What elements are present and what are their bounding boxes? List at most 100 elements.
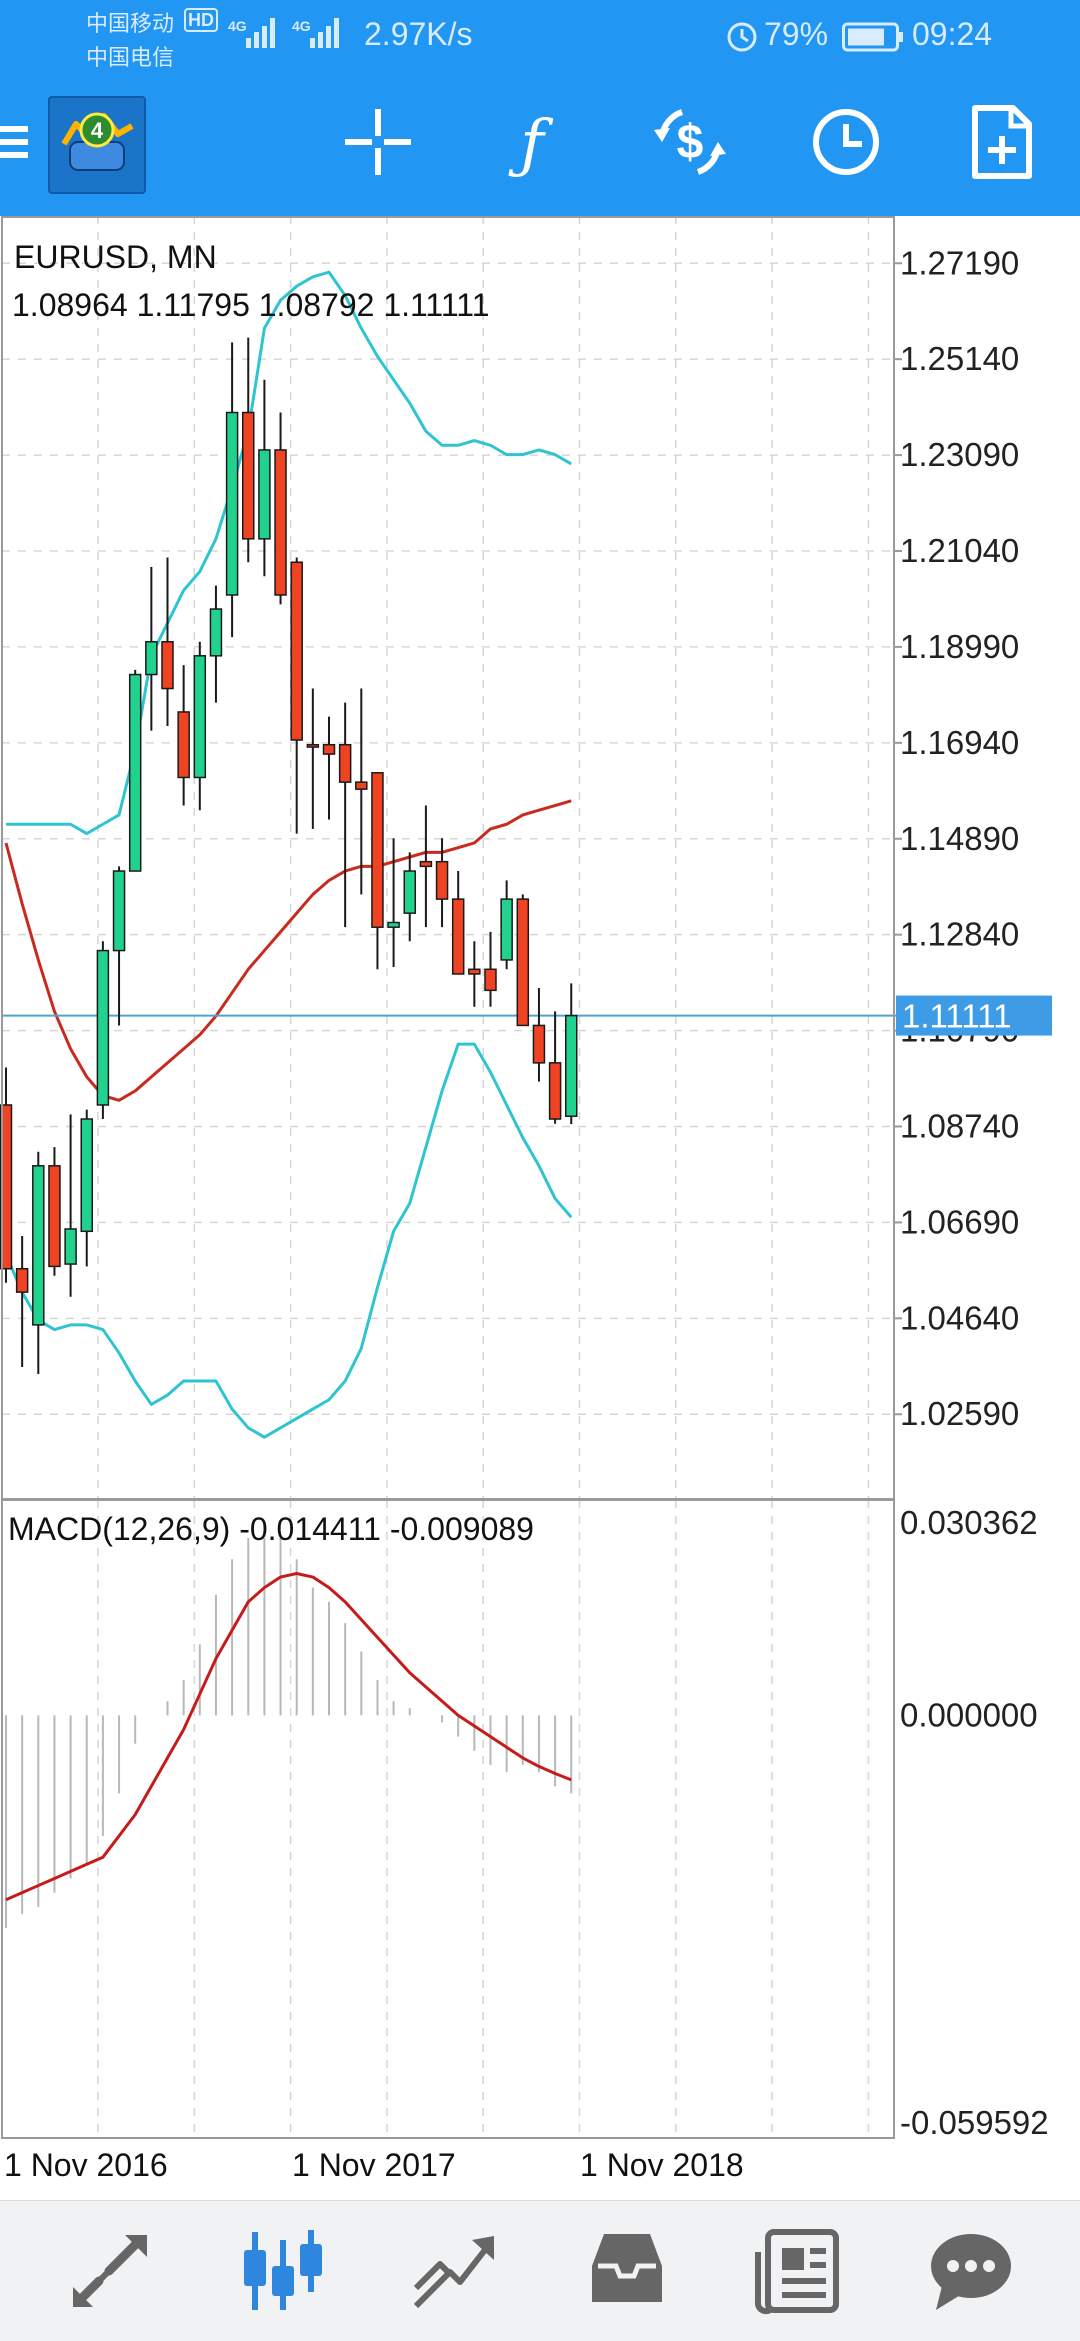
chart-symbol-title: EURUSD, MN bbox=[14, 239, 217, 275]
svg-text:$: $ bbox=[677, 116, 704, 169]
candle-body bbox=[338, 743, 352, 783]
price-axis-label: 1.27190 bbox=[900, 244, 1019, 281]
current-price-tag bbox=[896, 995, 1052, 1036]
price-axis-label: 1.06690 bbox=[900, 1203, 1019, 1240]
signal-icon bbox=[246, 18, 275, 48]
network-speed: 2.97K/s bbox=[364, 16, 473, 52]
price-axis-label: 1.02590 bbox=[900, 1395, 1019, 1432]
crosshair-icon bbox=[345, 109, 411, 175]
app-logo-digit: 4 bbox=[91, 118, 104, 143]
candle-body bbox=[161, 641, 174, 690]
macd-pane-border bbox=[1, 1499, 895, 2139]
nav-chart[interactable] bbox=[228, 2221, 338, 2321]
news-icon bbox=[754, 2229, 839, 2315]
app-logo-icon: 4 bbox=[61, 112, 134, 171]
candle-body bbox=[225, 411, 239, 596]
battery-percent: 79% bbox=[764, 16, 829, 52]
chart-icon bbox=[244, 2230, 322, 2310]
price-axis-label: 1.08740 bbox=[900, 1108, 1019, 1145]
new-order-icon bbox=[972, 105, 1032, 179]
candle-body bbox=[290, 561, 303, 741]
candle-body bbox=[0, 1104, 13, 1270]
indicators-button[interactable]: ƒ bbox=[482, 92, 582, 192]
menu-icon bbox=[0, 126, 28, 158]
candle-body bbox=[145, 641, 158, 676]
candle-body bbox=[177, 711, 190, 779]
alarm-icon bbox=[727, 22, 757, 52]
indicators-icon: ƒ bbox=[508, 107, 554, 177]
moving-average-line bbox=[4, 799, 572, 1102]
history-icon bbox=[592, 2234, 662, 2302]
quotes-icon bbox=[73, 2235, 147, 2307]
toolbar: 4 ƒ $ bbox=[0, 72, 1080, 216]
bollinger-lower-line bbox=[4, 1042, 573, 1439]
candle-body bbox=[274, 449, 287, 596]
network-label-2: 4G bbox=[292, 18, 311, 34]
candle-body bbox=[80, 1118, 93, 1233]
nav-news[interactable] bbox=[744, 2221, 854, 2321]
price-axis-label: 1.16940 bbox=[900, 724, 1019, 761]
bollinger-upper-line bbox=[6, 270, 573, 836]
candle-body bbox=[355, 781, 368, 790]
new-order-button[interactable] bbox=[952, 92, 1052, 192]
candle-body bbox=[96, 949, 110, 1106]
time-axis-label: 1 Nov 2018 bbox=[580, 2147, 744, 2183]
candle-body bbox=[258, 449, 271, 540]
candle-body bbox=[209, 608, 223, 657]
candle-body bbox=[32, 1165, 45, 1326]
trade-icon bbox=[413, 2236, 494, 2309]
signal-icon-2 bbox=[310, 18, 339, 48]
symbols-button[interactable]: $ bbox=[640, 92, 740, 192]
svg-text:ƒ: ƒ bbox=[508, 107, 554, 177]
candle-body bbox=[387, 921, 400, 928]
hd-badge: HD bbox=[184, 8, 218, 32]
candle-body bbox=[484, 968, 497, 992]
nav-chat[interactable] bbox=[916, 2221, 1026, 2321]
candle-body bbox=[306, 743, 320, 748]
symbols-icon: $ bbox=[654, 109, 726, 175]
candle-body bbox=[468, 968, 481, 975]
candle-body bbox=[565, 1014, 578, 1117]
carrier-2: 中国电信 bbox=[86, 45, 175, 70]
price-axis-label: 1.23090 bbox=[900, 436, 1019, 473]
time-axis-label: 1 Nov 2016 bbox=[4, 2147, 168, 2183]
candle-body bbox=[112, 870, 126, 952]
clock: 09:24 bbox=[912, 16, 993, 52]
app-logo[interactable]: 4 bbox=[48, 96, 146, 194]
macd-axis-label: -0.059592 bbox=[900, 2104, 1049, 2141]
candle-body bbox=[322, 743, 336, 755]
chart-area[interactable]: 1.27190 1.25140 1.23090 1.21040 1.18990 1.169… bbox=[0, 216, 1080, 2200]
battery-icon bbox=[842, 22, 903, 52]
candle-body bbox=[500, 898, 513, 961]
bottom-navigation bbox=[0, 2200, 1080, 2341]
nav-history[interactable] bbox=[572, 2221, 682, 2321]
price-axis-label: 1.18990 bbox=[900, 628, 1019, 665]
price-axis-label: 1.14890 bbox=[900, 820, 1019, 857]
macd-axis-label: 0.000000 bbox=[900, 1696, 1038, 1733]
candle-body bbox=[435, 860, 449, 900]
timeframe-icon bbox=[813, 109, 879, 175]
candle-body bbox=[371, 772, 384, 928]
price-axis-label: 1.12840 bbox=[900, 916, 1019, 953]
carrier-1: 中国移动 bbox=[86, 11, 175, 36]
menu-button[interactable] bbox=[0, 112, 30, 172]
macd-signal-line bbox=[5, 1571, 572, 1902]
candle-body bbox=[403, 870, 416, 914]
nav-trade[interactable] bbox=[400, 2221, 510, 2321]
status-bar: 中国移动 中国电信 HD 4G 4G 2.97K/s 79% 09:24 bbox=[0, 0, 1080, 72]
price-axis-label: 1.25140 bbox=[900, 340, 1019, 377]
candle-body bbox=[451, 898, 465, 975]
candle-body bbox=[548, 1062, 562, 1120]
macd-label: MACD(12,26,9) -0.014411 -0.009089 bbox=[8, 1511, 534, 1547]
timeframe-button[interactable] bbox=[796, 92, 896, 192]
candle-body bbox=[532, 1024, 546, 1064]
candle-body bbox=[15, 1267, 29, 1293]
chat-icon bbox=[931, 2234, 1011, 2310]
candle-body bbox=[419, 860, 433, 868]
price-axis-label: 1.04640 bbox=[900, 1299, 1019, 1336]
candle-body bbox=[48, 1165, 61, 1268]
network-label-1: 4G bbox=[228, 18, 247, 34]
nav-quotes[interactable] bbox=[56, 2221, 166, 2321]
crosshair-button[interactable] bbox=[328, 92, 428, 192]
candle-body bbox=[128, 673, 142, 872]
